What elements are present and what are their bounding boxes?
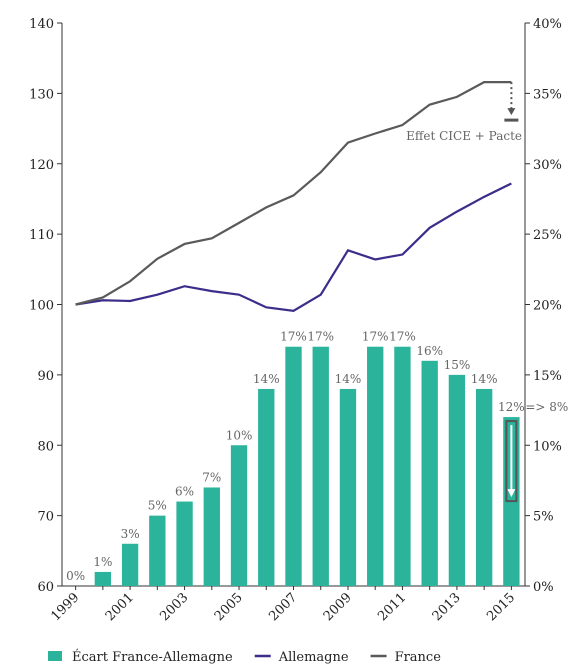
x-tick-label: 2011	[375, 590, 409, 624]
y2-tick-label: 10%	[533, 439, 562, 454]
y2-tick-label: 5%	[533, 510, 554, 525]
value-label: 15%	[444, 358, 471, 372]
value-label: 5%	[148, 499, 167, 513]
annotation: Effet CICE + Pacte	[406, 129, 522, 143]
bar	[448, 374, 466, 586]
y2-tick-label: 25%	[533, 228, 562, 243]
bar	[475, 388, 493, 586]
x-tick-label: 2009	[321, 590, 355, 624]
y2-tick-label: 40%	[533, 17, 562, 32]
annotation-arrow	[507, 108, 516, 116]
y-tick-label: 80	[37, 439, 54, 454]
value-label: 16%	[416, 344, 443, 358]
bar	[421, 360, 438, 586]
x-tick-label: 2001	[103, 590, 137, 624]
y2-tick-label: 30%	[533, 158, 562, 173]
bar	[203, 487, 220, 586]
legend-swatch	[48, 651, 62, 661]
value-label: 1%	[93, 555, 112, 569]
value-label: 14%	[335, 372, 362, 386]
value-label: 3%	[121, 527, 140, 541]
legend-label: France	[395, 650, 442, 665]
bar	[121, 543, 139, 586]
value-label: 14%	[471, 372, 498, 386]
y-tick-label: 90	[37, 369, 54, 384]
legend-label: Écart France-Allemagne	[72, 649, 233, 665]
x-tick-label: 2005	[212, 590, 246, 624]
value-label: 14%	[253, 372, 280, 386]
value-label: 17%	[280, 330, 307, 344]
value-label: 7%	[202, 470, 221, 484]
y2-tick-label: 15%	[533, 369, 562, 384]
bar	[339, 388, 357, 586]
value-label: 17%	[389, 330, 416, 344]
annotation: => 8%	[525, 400, 568, 414]
y-tick-label: 100	[29, 299, 54, 314]
value-label: 12%	[498, 400, 525, 414]
bar	[176, 501, 193, 586]
x-tick-label: 2003	[157, 590, 191, 624]
annotation-box	[505, 420, 518, 503]
y-tick-label: 110	[29, 228, 54, 243]
x-tick-label: 2015	[484, 590, 518, 624]
legend-label: Allemagne	[278, 650, 349, 665]
x-tick-label: 2007	[266, 590, 300, 624]
x-tick-label: 1999	[48, 590, 82, 624]
y-tick-label: 60	[37, 580, 54, 595]
y-tick-label: 130	[29, 87, 54, 102]
bar	[230, 445, 248, 586]
annotation-arrow	[507, 489, 516, 498]
y-tick-label: 120	[29, 158, 54, 173]
bar	[367, 346, 384, 586]
value-label: 6%	[175, 485, 194, 499]
value-label: 17%	[307, 330, 334, 344]
y-tick-label: 70	[37, 510, 54, 525]
y-tick-label: 140	[29, 17, 54, 32]
y2-tick-label: 20%	[533, 299, 562, 314]
x-tick-label: 2013	[430, 590, 464, 624]
line	[75, 182, 512, 312]
value-label: 0%	[66, 569, 85, 583]
y2-tick-label: 35%	[533, 87, 562, 102]
bar	[258, 388, 275, 586]
y2-tick-label: 0%	[533, 580, 554, 595]
value-label: 10%	[226, 428, 253, 442]
value-label: 17%	[362, 330, 389, 344]
bar	[394, 346, 411, 586]
bar	[285, 346, 302, 586]
bar	[312, 346, 329, 586]
line	[75, 81, 512, 306]
bar	[94, 571, 112, 586]
bar	[149, 515, 166, 586]
